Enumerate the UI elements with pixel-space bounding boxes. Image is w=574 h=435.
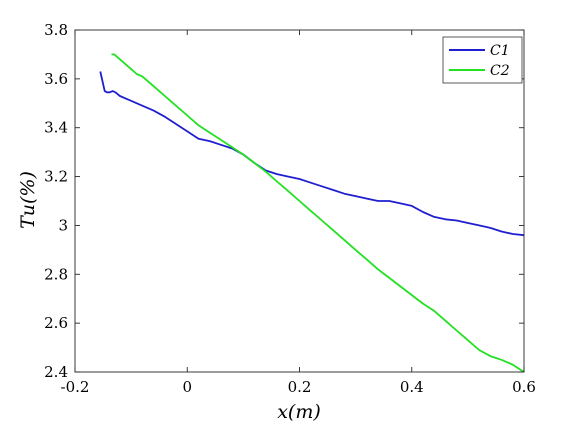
y-tick-label: 3.6 bbox=[44, 70, 68, 88]
legend: C1 C2 bbox=[442, 36, 523, 84]
x-tick-label: 0 bbox=[182, 378, 192, 396]
legend-box bbox=[442, 36, 523, 84]
y-tick-label: 3 bbox=[58, 216, 68, 234]
x-tick-label: 0.6 bbox=[512, 378, 536, 396]
x-tick-label: -0.2 bbox=[61, 378, 90, 396]
series-line-c1 bbox=[99, 71, 525, 237]
legend-label-c1: C1 bbox=[490, 43, 510, 59]
x-axis-label: x(m) bbox=[277, 401, 321, 423]
x-tick-label: 0.4 bbox=[400, 378, 424, 396]
y-tick-label: 3.8 bbox=[44, 21, 68, 39]
y-tick-label: 2.6 bbox=[44, 314, 68, 332]
x-tick-label: 0.2 bbox=[288, 378, 312, 396]
y-tick-label: 2.4 bbox=[44, 363, 68, 381]
y-tick-label: 3.2 bbox=[44, 168, 68, 186]
y-tick-label: 3.4 bbox=[44, 119, 68, 137]
ticks-layer: -0.2 0 0.2 0.4 0.6 2.4 2.6 2.8 3 3.2 3.4 3.6 3.8 bbox=[44, 21, 536, 396]
series-line-c2 bbox=[111, 53, 525, 373]
y-tick-label: 2.8 bbox=[44, 265, 68, 283]
legend-label-c2: C2 bbox=[490, 63, 510, 79]
y-axis-label: Tu(%) bbox=[17, 171, 39, 229]
series-layer bbox=[99, 53, 525, 373]
